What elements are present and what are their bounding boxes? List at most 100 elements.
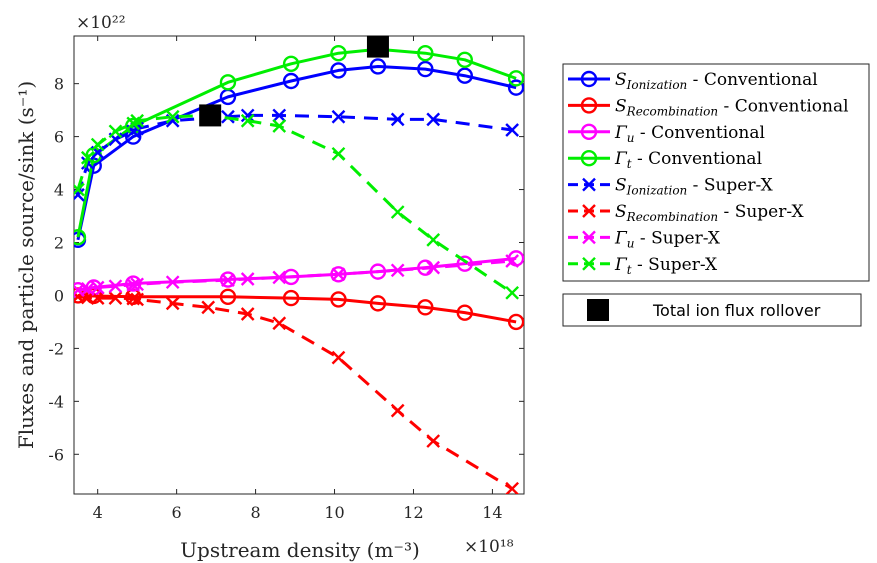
legend-label: SRecombination - Conventional (615, 96, 849, 118)
data-point (390, 263, 405, 278)
data-point (80, 150, 95, 165)
legend-entry-4: SIonization - Super-X (568, 176, 774, 198)
legend-entry-1: SRecombination - Conventional (568, 96, 849, 118)
data-point (240, 108, 255, 123)
data-point (330, 291, 347, 308)
data-point (219, 288, 237, 305)
legend-label: SIonization - Super-X (615, 176, 774, 198)
legend-label-main: S (615, 202, 627, 222)
legend-label-sub: u (627, 236, 635, 250)
legend-label: Γu - Conventional (614, 123, 765, 145)
legend-marker (582, 256, 596, 271)
data-point (272, 108, 287, 123)
data-point (130, 277, 145, 292)
legend-label-main: S (615, 176, 627, 196)
legend-label-suffix: - Conventional (687, 70, 817, 90)
data-point (426, 112, 441, 127)
y-tick-label: 4 (54, 181, 64, 200)
legend-label-main: S (615, 96, 627, 116)
legend-label: Γu - Super-X (614, 228, 721, 250)
legend-marker (580, 70, 598, 88)
data-point (456, 304, 473, 321)
data-point (507, 79, 524, 96)
legend-box (562, 63, 870, 282)
data-point (165, 296, 180, 311)
data-point (369, 58, 387, 75)
x-tick-label: 10 (324, 503, 344, 522)
data-point (90, 137, 105, 152)
legend-label-suffix: - Super-X (687, 176, 773, 196)
data-point (331, 267, 346, 282)
data-point (272, 119, 287, 133)
y-axis-label: Fluxes and particle source/sink (s⁻¹) (14, 81, 38, 449)
legend-label-suffix: - Conventional (635, 123, 765, 143)
y-tick-label: -2 (48, 339, 64, 358)
data-point (282, 289, 300, 307)
data-point (74, 182, 85, 197)
legend-marker (580, 97, 598, 114)
rollover-legend-label: Total ion flux rollover (652, 301, 821, 320)
x-tick-label: 4 (93, 503, 103, 522)
data-point (369, 295, 387, 312)
rollover-point (366, 35, 389, 58)
data-point (331, 146, 346, 161)
data-point (272, 270, 287, 285)
data-point (201, 300, 216, 315)
legend-label-main: Γ (614, 255, 628, 275)
data-point (390, 403, 405, 418)
data-point (74, 229, 87, 246)
x-axis-label: Upstream density (m⁻³) (180, 538, 420, 562)
legend-label-main: Γ (614, 149, 628, 169)
legend-label: Γt - Conventional (614, 149, 762, 171)
legend-entry-5: SRecombination - Super-X (568, 202, 804, 224)
legend-label-sub: Ionization (626, 184, 688, 198)
data-point (240, 113, 255, 128)
series-6 (74, 254, 520, 297)
legend-entries: SIonization - ConventionalSRecombination… (568, 70, 849, 277)
y-tick-label: 0 (54, 286, 64, 305)
data-point (505, 123, 520, 137)
legend-label: SRecombination - Super-X (615, 202, 804, 224)
legend-entry-6: Γu - Super-X (568, 228, 721, 250)
legend-label-sub: u (627, 131, 635, 145)
data-point (505, 481, 520, 494)
data-point (417, 45, 434, 62)
data-point (125, 128, 142, 145)
legend-entry-7: Γt - Super-X (568, 255, 718, 277)
legend-label-suffix: - Super-X (635, 228, 721, 248)
data-point (426, 434, 441, 448)
legend-marker (582, 230, 596, 245)
data-point (282, 72, 300, 90)
legend-marker (580, 149, 598, 167)
legend-label: SIonization - Conventional (615, 70, 818, 92)
legend-label-sub: t (627, 157, 632, 171)
x-tick-label: 12 (403, 503, 423, 522)
legend-entry-2: Γu - Conventional (568, 123, 765, 145)
series-4 (74, 108, 520, 202)
data-point (126, 291, 141, 306)
data-point (221, 273, 235, 287)
data-point (417, 60, 434, 78)
x-tick-label: 8 (250, 503, 260, 522)
data-point (165, 109, 180, 124)
legend-label-sub: Recombination (626, 104, 718, 118)
y-tick-label: 2 (54, 233, 64, 252)
legend-label-main: S (615, 70, 627, 90)
data-point (426, 233, 441, 247)
series-layer (74, 41, 524, 494)
data-point (130, 113, 145, 128)
data-point (272, 316, 287, 331)
data-point (165, 275, 180, 290)
data-point (331, 109, 346, 124)
data-point (507, 313, 524, 331)
series-line (76, 64, 517, 241)
x-tick-label: 6 (172, 503, 182, 522)
legend-label-sub: t (627, 263, 632, 277)
data-point (74, 187, 85, 202)
rollover-legend-marker (587, 299, 609, 321)
data-point (282, 55, 300, 72)
data-point (126, 278, 141, 292)
data-point (390, 205, 405, 219)
legend-label-suffix: - Conventional (632, 149, 762, 169)
data-point (90, 280, 105, 295)
